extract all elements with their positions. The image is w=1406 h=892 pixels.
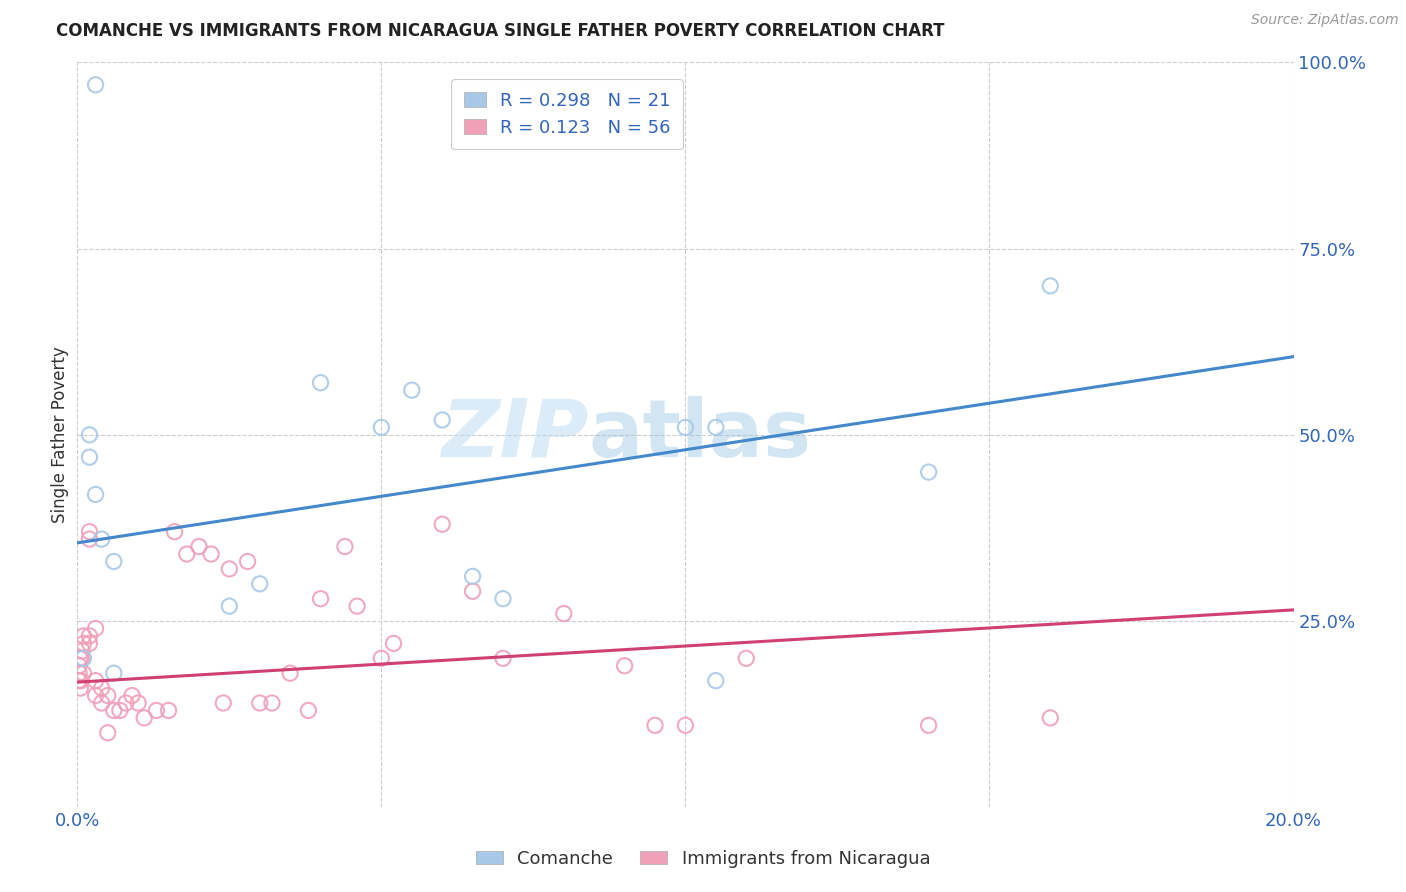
Point — [492, 591, 515, 606]
Point — [613, 658, 636, 673]
Point — [69, 681, 91, 695]
Point — [79, 629, 101, 643]
Point — [108, 703, 131, 717]
Text: Source: ZipAtlas.com: Source: ZipAtlas.com — [1251, 13, 1399, 28]
Point — [97, 726, 120, 740]
Point — [1039, 279, 1062, 293]
Point — [176, 547, 198, 561]
Point — [260, 696, 283, 710]
Text: atlas: atlas — [588, 396, 811, 474]
Text: COMANCHE VS IMMIGRANTS FROM NICARAGUA SINGLE FATHER POVERTY CORRELATION CHART: COMANCHE VS IMMIGRANTS FROM NICARAGUA SI… — [56, 22, 945, 40]
Point — [461, 584, 484, 599]
Point — [309, 591, 332, 606]
Point — [188, 540, 211, 554]
Point — [1039, 711, 1062, 725]
Point — [644, 718, 666, 732]
Point — [218, 562, 240, 576]
Point — [79, 532, 101, 546]
Point — [84, 673, 107, 688]
Point — [79, 450, 101, 465]
Point — [382, 636, 405, 650]
Point — [69, 651, 91, 665]
Point — [84, 622, 107, 636]
Point — [918, 465, 941, 479]
Point — [432, 517, 454, 532]
Point — [72, 629, 94, 643]
Point — [115, 696, 138, 710]
Y-axis label: Single Father Poverty: Single Father Poverty — [51, 346, 69, 524]
Point — [236, 554, 259, 568]
Point — [553, 607, 575, 621]
Point — [67, 673, 90, 688]
Point — [72, 666, 94, 681]
Point — [297, 703, 319, 717]
Point — [70, 673, 93, 688]
Point — [218, 599, 240, 614]
Point — [200, 547, 222, 561]
Point — [461, 569, 484, 583]
Point — [309, 376, 332, 390]
Point — [67, 658, 90, 673]
Point — [79, 524, 101, 539]
Point — [735, 651, 758, 665]
Point — [72, 651, 94, 665]
Point — [79, 636, 101, 650]
Point — [163, 524, 186, 539]
Point — [84, 78, 107, 92]
Point — [346, 599, 368, 614]
Point — [134, 711, 156, 725]
Point — [84, 689, 107, 703]
Point — [90, 696, 112, 710]
Text: ZIP: ZIP — [440, 396, 588, 474]
Point — [675, 420, 697, 434]
Point — [432, 413, 454, 427]
Point — [145, 703, 167, 717]
Point — [70, 651, 93, 665]
Point — [249, 577, 271, 591]
Point — [90, 681, 112, 695]
Point — [121, 689, 143, 703]
Point — [157, 703, 180, 717]
Point — [675, 718, 697, 732]
Point — [67, 666, 90, 681]
Point — [97, 689, 120, 703]
Point — [103, 554, 125, 568]
Point — [370, 420, 392, 434]
Point — [333, 540, 356, 554]
Point — [918, 718, 941, 732]
Point — [492, 651, 515, 665]
Point — [79, 428, 101, 442]
Point — [103, 666, 125, 681]
Legend: Comanche, Immigrants from Nicaragua: Comanche, Immigrants from Nicaragua — [465, 838, 941, 879]
Point — [401, 383, 423, 397]
Point — [249, 696, 271, 710]
Point — [278, 666, 301, 681]
Legend: R = 0.298   N = 21, R = 0.123   N = 56: R = 0.298 N = 21, R = 0.123 N = 56 — [451, 78, 683, 149]
Point — [84, 487, 107, 501]
Point — [212, 696, 235, 710]
Point — [72, 636, 94, 650]
Point — [127, 696, 149, 710]
Point — [90, 532, 112, 546]
Point — [704, 420, 727, 434]
Point — [70, 644, 93, 658]
Point — [103, 703, 125, 717]
Point — [704, 673, 727, 688]
Point — [370, 651, 392, 665]
